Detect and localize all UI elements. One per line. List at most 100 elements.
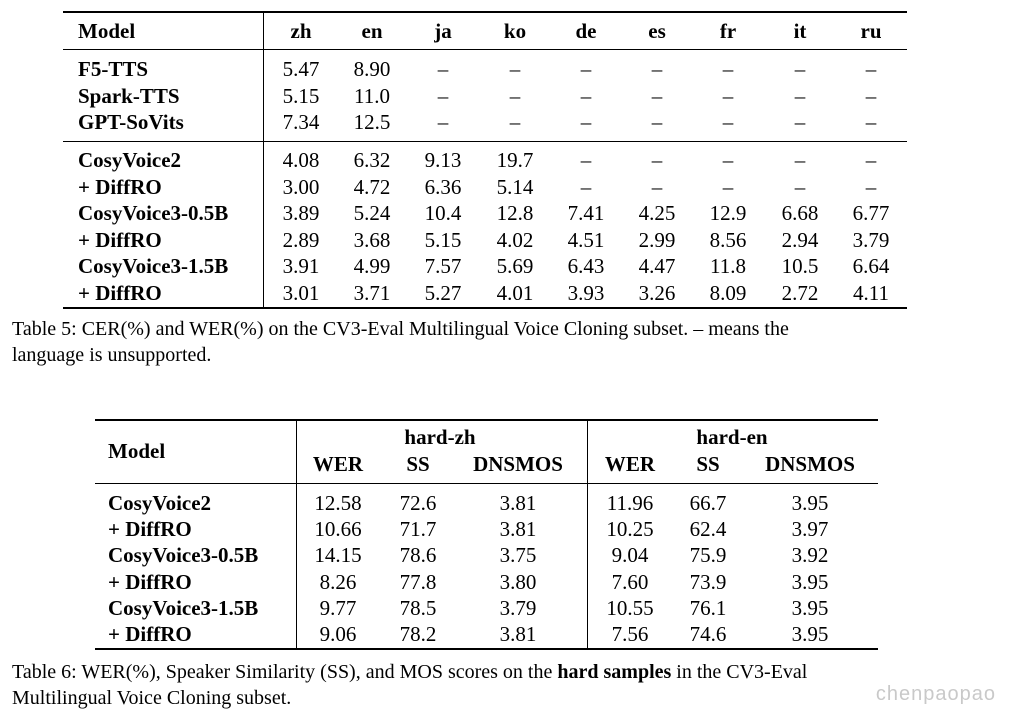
table5-value-cell: 6.32 — [353, 148, 391, 172]
table5-value-cell: 6.64 — [852, 254, 890, 278]
table5-value-cell: – — [651, 57, 663, 81]
table5-model-cell: + DiffRO — [78, 175, 162, 199]
table5-value-cell: – — [580, 148, 592, 172]
table5-caption-line1: Table 5: CER(%) and WER(%) on the CV3-Ev… — [12, 318, 789, 340]
table5-value-cell: – — [794, 110, 806, 134]
table6-header-ss-zh: SS — [406, 452, 430, 476]
table6-header-hard-zh: hard-zh — [404, 425, 476, 449]
table5-value-cell: 6.77 — [852, 201, 890, 225]
table5-header-de: de — [575, 19, 597, 43]
table5-value-cell: 12.9 — [709, 201, 747, 225]
table5-value-cell: – — [794, 57, 806, 81]
table6-value-cell: 3.95 — [791, 596, 829, 620]
table5-value-cell: – — [580, 84, 592, 108]
table6-header-dnsmos-zh: DNSMOS — [473, 452, 563, 476]
table6-value-cell: 75.9 — [689, 543, 727, 567]
table6-value-cell: 3.92 — [791, 543, 829, 567]
table6-value-cell: 11.96 — [606, 491, 654, 515]
table5-value-cell: 4.47 — [638, 254, 676, 278]
table6-value-cell: 9.04 — [611, 543, 649, 567]
table5-value-cell: 2.99 — [638, 228, 676, 252]
table6-value-cell: 73.9 — [689, 570, 727, 594]
table6-header-wer-zh: WER — [312, 452, 364, 476]
table6-model-cell: CosyVoice3-1.5B — [108, 596, 259, 620]
table6-value-cell: 3.81 — [499, 491, 537, 515]
table5-value-cell: 4.25 — [638, 201, 676, 225]
table6-divider-2 — [587, 421, 588, 649]
table5-value-cell: – — [437, 110, 449, 134]
table5-value-cell: – — [509, 110, 521, 134]
table5-model-cell: GPT-SoVits — [78, 110, 184, 134]
table5-value-cell: 6.43 — [567, 254, 605, 278]
table5-value-cell: 6.36 — [424, 175, 462, 199]
table5-value-cell: – — [437, 57, 449, 81]
table6-value-cell: 7.56 — [611, 622, 649, 646]
table5-top-rule — [63, 11, 907, 13]
table5-caption-line2: language is unsupported. — [12, 344, 212, 366]
table5-value-cell: 5.69 — [496, 254, 534, 278]
table5-value-cell: – — [865, 57, 877, 81]
table5-value-cell: 6.68 — [781, 201, 819, 225]
table5-model-cell: CosyVoice2 — [78, 148, 182, 172]
table5-value-cell: 8.09 — [709, 281, 747, 305]
table5-value-cell: 2.72 — [781, 281, 819, 305]
table5-column-divider — [263, 13, 264, 308]
table6-value-cell: 3.95 — [791, 570, 829, 594]
table5-value-cell: 3.01 — [282, 281, 320, 305]
table5-value-cell: 11.0 — [354, 84, 390, 108]
table5-value-cell: 4.51 — [567, 228, 605, 252]
table5-header-model: Model — [78, 19, 136, 43]
table5-value-cell: – — [437, 84, 449, 108]
table5-value-cell: – — [865, 148, 877, 172]
table5-value-cell: 5.15 — [282, 84, 320, 108]
table5-value-cell: 12.5 — [353, 110, 391, 134]
table6-header-hard-en: hard-en — [696, 425, 768, 449]
table5-header-ru: ru — [860, 19, 882, 43]
table5-header-fr: fr — [719, 19, 737, 43]
table5-group-rule — [63, 141, 907, 142]
table6-value-cell: 10.66 — [314, 517, 362, 541]
table6-divider-1 — [296, 421, 297, 649]
table5-value-cell: – — [722, 84, 734, 108]
table5-value-cell: 5.27 — [424, 281, 462, 305]
table6-value-cell: 3.79 — [499, 596, 537, 620]
table5-value-cell: – — [722, 57, 734, 81]
table5-value-cell: – — [722, 148, 734, 172]
table6-caption-line2: Multilingual Voice Cloning subset. — [12, 687, 292, 709]
table5-value-cell: 10.4 — [424, 201, 462, 225]
table5-value-cell: 4.01 — [496, 281, 534, 305]
table5-value-cell: 8.90 — [353, 57, 391, 81]
table5-value-cell: – — [865, 110, 877, 134]
table5-value-cell: 4.72 — [353, 175, 391, 199]
table6-value-cell: 71.7 — [399, 517, 437, 541]
table6-value-cell: 8.26 — [319, 570, 357, 594]
table6-model-cell: CosyVoice3-0.5B — [108, 543, 259, 567]
table5-value-cell: – — [865, 84, 877, 108]
table5-header-rule — [63, 49, 907, 50]
table5-value-cell: – — [651, 84, 663, 108]
table5-header-en: en — [361, 19, 383, 43]
table6-value-cell: 14.15 — [314, 543, 362, 567]
table5-bottom-rule — [63, 307, 907, 309]
table6-value-cell: 12.58 — [314, 491, 362, 515]
table5-value-cell: – — [794, 148, 806, 172]
table6-value-cell: 10.55 — [606, 596, 654, 620]
table5-value-cell: 19.7 — [496, 148, 534, 172]
table6-caption-pre: Table 6: WER(%), Speaker Similarity (SS)… — [12, 661, 558, 683]
table6-caption-post: in the CV3-Eval — [671, 661, 808, 683]
table6-value-cell: 66.7 — [689, 491, 727, 515]
table6-value-cell: 3.81 — [499, 517, 537, 541]
table5-value-cell: 5.14 — [496, 175, 534, 199]
table5-model-cell: CosyVoice3-0.5B — [78, 201, 229, 225]
table5-value-cell: 3.00 — [282, 175, 320, 199]
table5-value-cell: 7.41 — [567, 201, 605, 225]
table5-model-cell: + DiffRO — [78, 281, 162, 305]
table5-value-cell: 8.56 — [709, 228, 747, 252]
table5-value-cell: 4.11 — [853, 281, 889, 305]
table5-value-cell: 2.89 — [282, 228, 320, 252]
table6-value-cell: 3.95 — [791, 622, 829, 646]
table5-header-zh: zh — [290, 19, 312, 43]
table5-value-cell: – — [722, 110, 734, 134]
table6-value-cell: 9.77 — [319, 596, 357, 620]
table5-value-cell: – — [794, 175, 806, 199]
